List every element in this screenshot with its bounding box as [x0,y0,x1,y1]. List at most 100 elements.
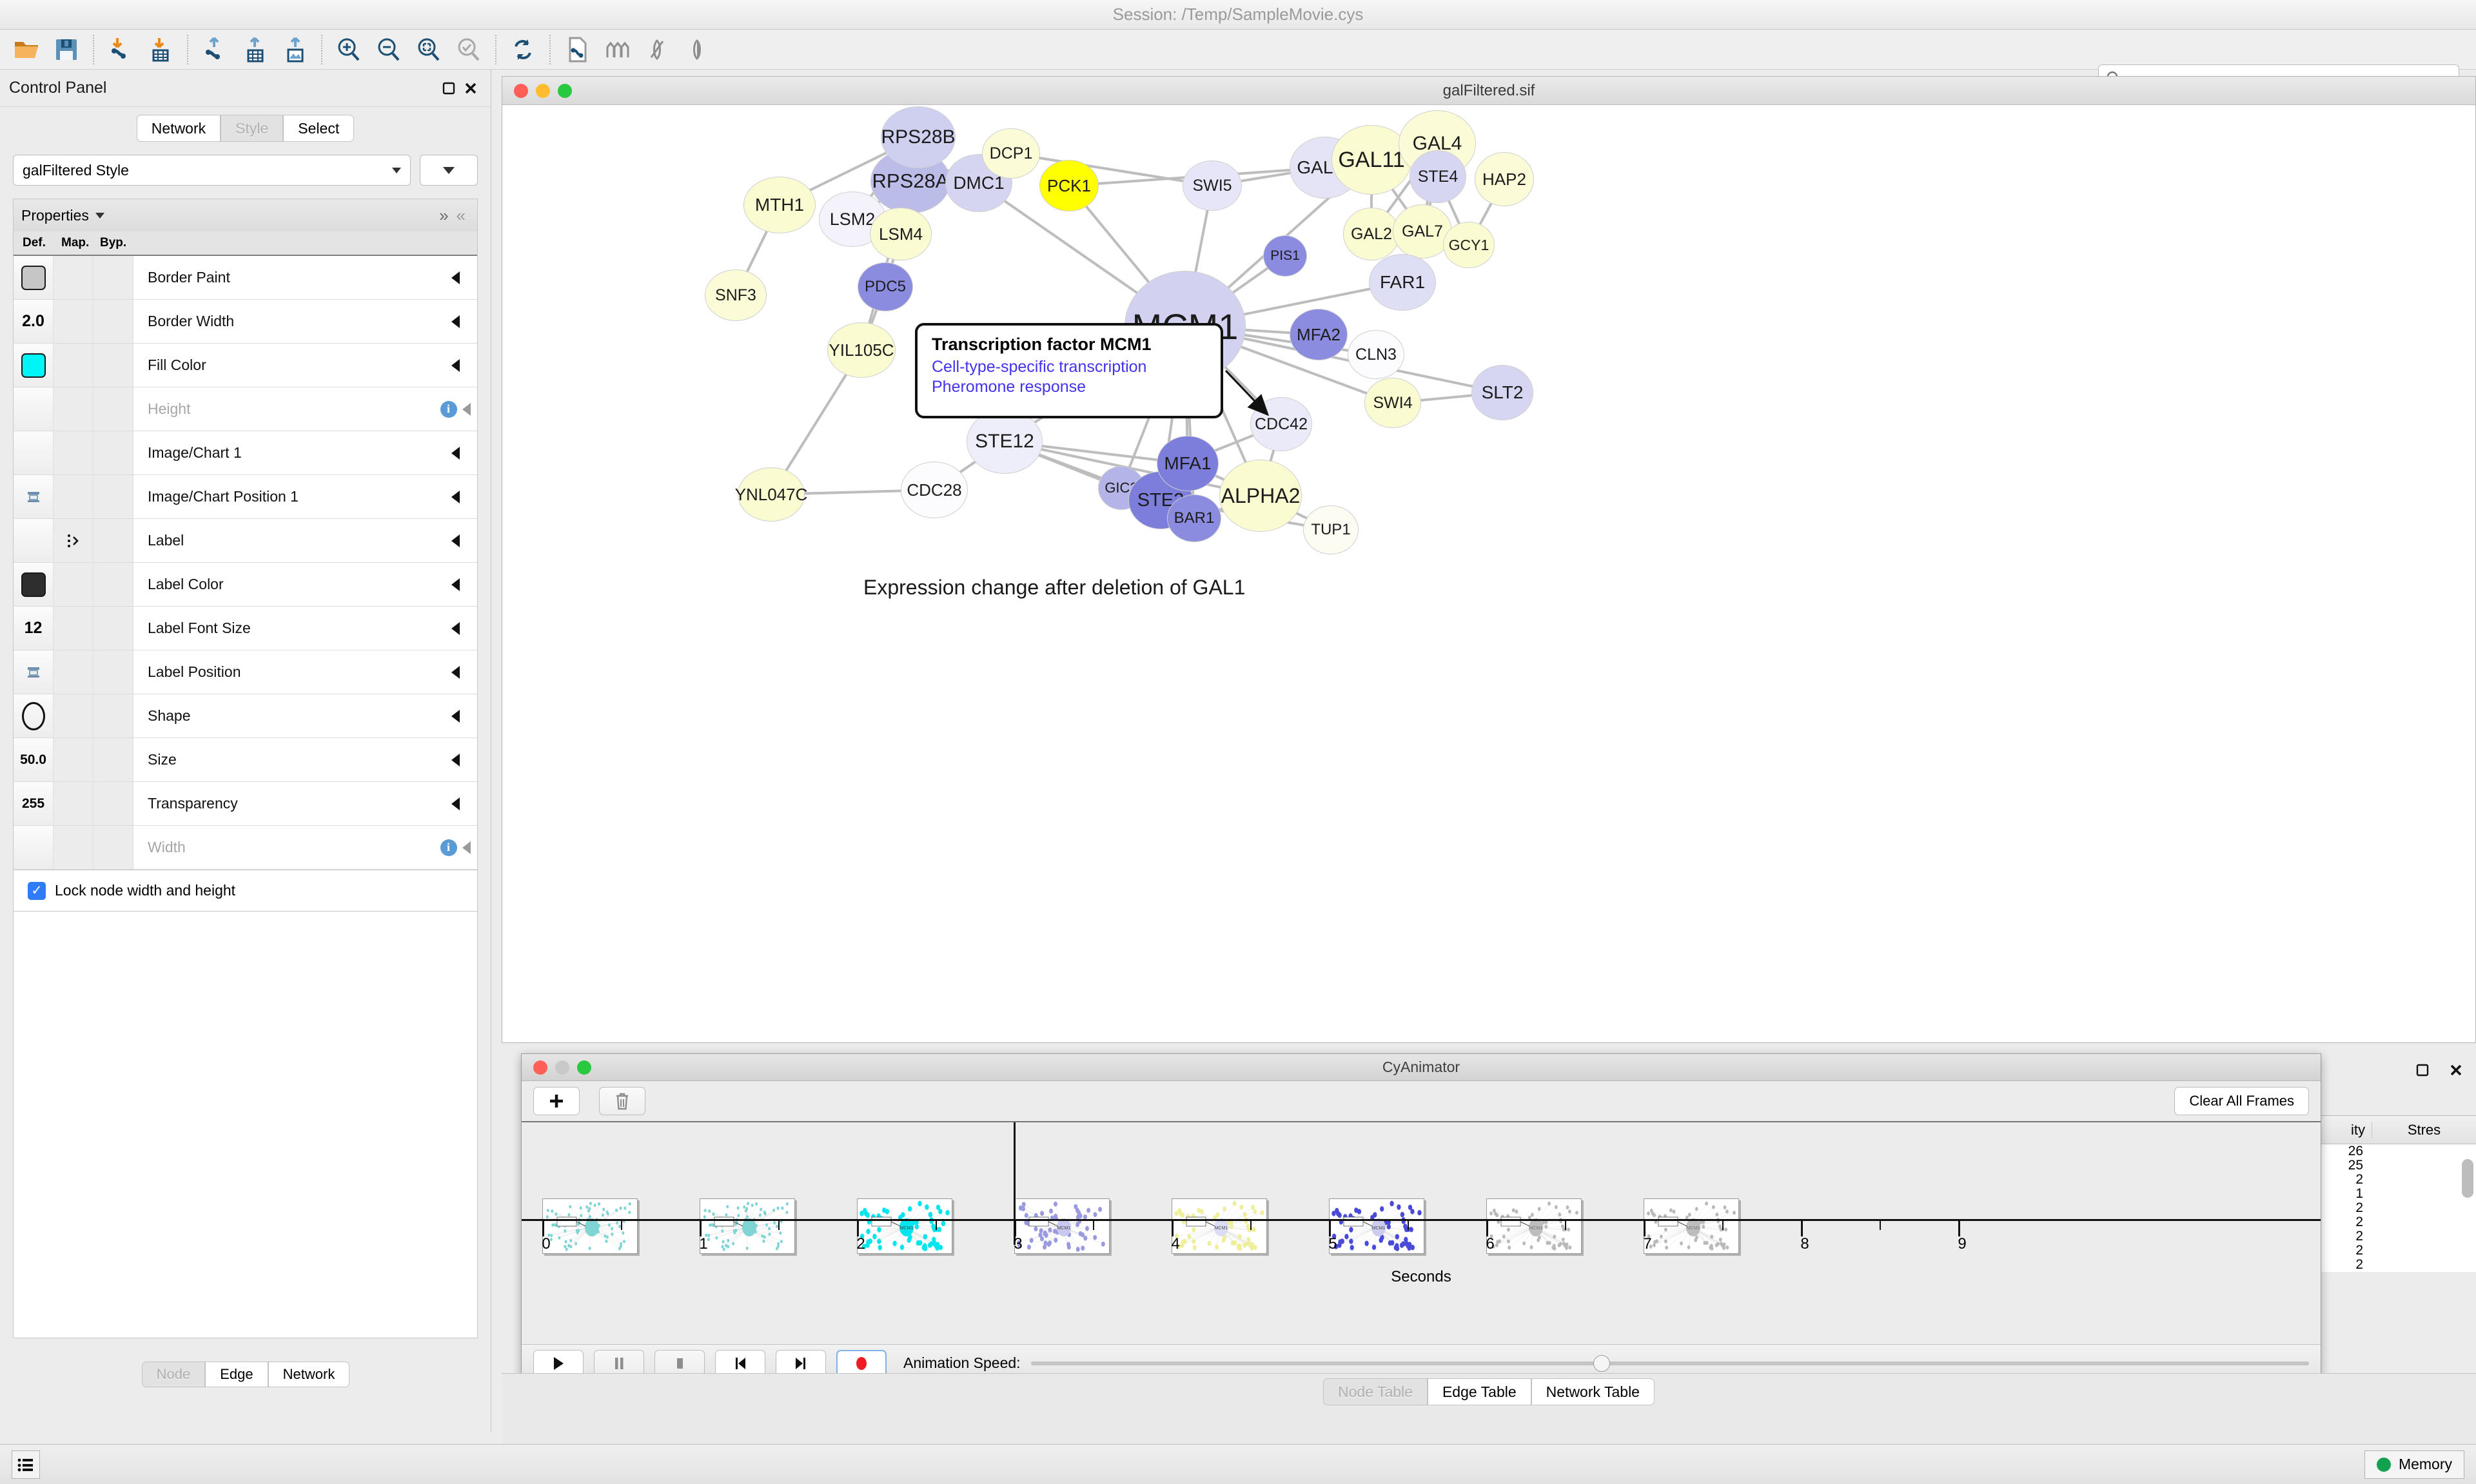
expand-arrow-icon[interactable] [451,534,460,547]
color-swatch[interactable] [21,572,46,597]
bypass-cell[interactable] [93,738,133,781]
zoom-button[interactable] [558,83,572,98]
close-icon[interactable] [460,77,482,99]
style-select[interactable]: galFiltered Style [13,155,411,186]
default-cell[interactable] [14,387,54,431]
mapping-cell[interactable] [54,607,93,650]
default-cell[interactable] [14,344,54,387]
network-node-snf3[interactable]: SNF3 [705,269,767,321]
zoom-fit-icon[interactable] [409,31,449,68]
network-node-tup1[interactable]: TUP1 [1303,505,1359,554]
property-row[interactable]: Shape [14,694,477,738]
network-node-mfa2[interactable]: MFA2 [1290,309,1348,360]
bypass-cell[interactable] [93,782,133,825]
memory-button[interactable]: Memory [2364,1450,2464,1479]
network-node-mth1[interactable]: MTH1 [743,177,816,233]
animation-speed-slider[interactable] [1030,1350,2309,1377]
expand-arrow-icon[interactable] [451,709,460,723]
default-cell[interactable] [14,256,54,299]
table-row[interactable]: 2 [2296,1229,2476,1244]
bypass-cell[interactable] [93,387,133,431]
ellipse-shape-icon[interactable] [21,701,45,730]
mapping-icon[interactable] [65,532,82,549]
open-folder-icon[interactable] [6,31,46,68]
bypass-cell[interactable] [93,256,133,299]
bottom-tab-network[interactable]: Network [268,1362,350,1387]
network-node-cln3[interactable]: CLN3 [1348,330,1404,379]
property-row[interactable]: Fill Color [14,344,477,387]
triangle-down-icon[interactable] [95,212,104,219]
table-row[interactable]: 2 [2296,1243,2476,1258]
default-cell[interactable] [14,694,54,737]
zoom-out-icon[interactable] [369,31,409,68]
close-button[interactable] [514,83,528,98]
color-swatch[interactable] [21,265,46,290]
bypass-cell[interactable] [93,431,133,474]
bypass-cell[interactable] [93,300,133,343]
clear-all-frames-button[interactable]: Clear All Frames [2174,1087,2309,1115]
zoom-selected-icon[interactable] [449,31,489,68]
network-canvas[interactable]: MTH1 SNF3 LSM2 RPS28A RPS28B LSM4 PDC5 YIL105C Y… [502,105,2475,1042]
cyanimator-timeline[interactable]: MCM1 MCM1 MCM1 MCM1 MCM1 MCM1 MCM1 MCM1 0 1 2 3 4 5 6… [522,1121,2321,1289]
playhead[interactable] [1014,1122,1016,1245]
network-node-pis1[interactable]: PIS1 [1263,235,1307,277]
info-icon[interactable]: i [440,400,457,418]
network-node-pck1[interactable]: PCK1 [1039,160,1099,211]
expand-arrow-icon[interactable] [451,315,460,328]
network-node-ste4[interactable]: STE4 [1410,150,1466,203]
network-node-cdc42[interactable]: CDC42 [1250,397,1312,451]
bottom-tab-node[interactable]: Node [141,1362,206,1387]
network-node-dcp1[interactable]: DCP1 [982,128,1040,179]
bypass-cell[interactable] [93,563,133,606]
expand-arrow-icon[interactable] [462,841,471,854]
network-node-bar1[interactable]: BAR1 [1167,494,1221,542]
default-cell[interactable] [14,650,54,694]
lock-node-row[interactable]: ✓ Lock node width and height [14,870,477,912]
network-node-far1[interactable]: FAR1 [1369,254,1436,311]
default-cell[interactable]: 50.0 [14,738,54,781]
network-node-pdc5[interactable]: PDC5 [858,262,913,311]
default-cell[interactable]: 2.0 [14,300,54,343]
network-node-ynl047c[interactable]: YNL047C [735,467,807,522]
mapping-cell[interactable] [54,782,93,825]
import-network-icon[interactable] [101,31,141,68]
network-node-ste12[interactable]: STE12 [967,409,1043,474]
mapping-cell[interactable] [54,256,93,299]
slider-knob[interactable] [1593,1354,1610,1372]
property-row[interactable]: 50.0 Size [14,738,477,782]
new-network-icon[interactable] [557,31,597,68]
tab-network[interactable]: Network [136,115,221,142]
tab-edge-table[interactable]: Edge Table [1427,1378,1531,1405]
expand-arrow-icon[interactable] [451,446,460,460]
table-row[interactable]: 2 [2296,1215,2476,1229]
default-cell[interactable] [14,475,54,518]
minimize-button[interactable] [555,1060,569,1075]
expand-arrow-icon[interactable] [451,753,460,766]
table-row[interactable]: 1 [2296,1186,2476,1201]
property-row[interactable]: Label Position [14,650,477,694]
table-row[interactable]: 25 [2296,1158,2476,1173]
network-node-slt2[interactable]: SLT2 [1471,365,1533,420]
mapping-cell[interactable] [54,519,93,562]
property-row[interactable]: Label [14,519,477,563]
property-row[interactable]: Label Color [14,563,477,607]
info-icon[interactable]: i [440,839,457,856]
expand-arrow-icon[interactable] [451,271,460,284]
network-node-mfa1[interactable]: MFA1 [1157,436,1219,491]
mapping-cell[interactable] [54,475,93,518]
refresh-icon[interactable] [503,31,543,68]
network-node-swi5[interactable]: SWI5 [1183,161,1242,211]
tab-style[interactable]: Style [221,115,284,142]
network-node-swi4[interactable]: SWI4 [1364,378,1421,428]
default-cell[interactable] [14,431,54,474]
network-node-hap2[interactable]: HAP2 [1475,152,1534,206]
table-row[interactable]: 2 [2296,1172,2476,1187]
play-button[interactable] [533,1349,584,1377]
default-cell[interactable]: 255 [14,782,54,825]
bypass-cell[interactable] [93,519,133,562]
expand-arrow-icon[interactable] [451,665,460,679]
hide-icon[interactable] [637,31,677,68]
table-row[interactable]: 2 [2296,1200,2476,1215]
mapping-cell[interactable] [54,431,93,474]
export-table-icon[interactable] [235,31,275,68]
